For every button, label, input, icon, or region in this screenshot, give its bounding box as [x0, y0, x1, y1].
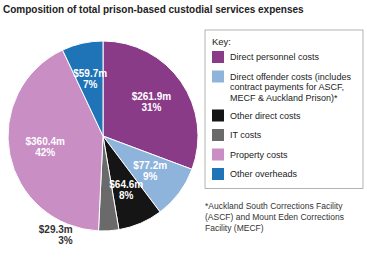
legend-label: IT costs	[230, 130, 262, 140]
legend-title: Key:	[212, 36, 231, 47]
percent-label: 9%	[143, 171, 158, 182]
legend-label: Other direct costs	[230, 111, 301, 121]
text-line: Other direct costs	[230, 111, 301, 121]
text-line: *Auckland South Corrections Facility	[205, 201, 343, 211]
percent-label: 31%	[141, 102, 161, 113]
legend-label: Direct offender costs (includescontract …	[230, 72, 351, 103]
slice	[63, 41, 103, 136]
text-line: Property costs	[230, 150, 288, 160]
legend-swatch	[212, 110, 224, 122]
legend-box	[205, 30, 363, 189]
text-line: Other overheads	[230, 169, 298, 179]
legend-label: Other overheads	[230, 169, 298, 179]
text-line: Direct offender costs (includes	[230, 72, 351, 82]
legend-swatch	[212, 129, 224, 141]
legend-swatch	[212, 168, 224, 180]
text-line: Facility (MECF)	[205, 223, 264, 233]
text-line: IT costs	[230, 130, 262, 140]
text-line: (ASCF) and Mount Eden Corrections	[205, 212, 344, 222]
footnote: *Auckland South Corrections Facility(ASC…	[205, 201, 344, 233]
chart: Composition of total prison-based custod…	[0, 0, 367, 262]
percent-label: 8%	[119, 190, 134, 201]
legend-label: Property costs	[230, 150, 288, 160]
percent-label: 7%	[83, 79, 98, 90]
pie: $261.9m31% $77.2m9%$64.6m8% $29.3m3% $360.4…	[8, 41, 198, 246]
value-label: $64.6m	[109, 179, 143, 190]
value-label: $261.9m	[132, 91, 172, 102]
legend-label: Direct personnel costs	[230, 52, 320, 62]
text-line: contract payments for ASCF,	[230, 82, 344, 92]
legend: Key: Direct personnel costs Direct offende…	[205, 30, 363, 189]
legend-swatch	[212, 51, 224, 63]
value-label: $29.3m	[39, 224, 73, 235]
legend-swatch	[212, 149, 224, 161]
value-label: $59.7m	[73, 68, 107, 79]
legend-swatch	[212, 71, 224, 83]
title: Composition of total prison-based custod…	[3, 4, 304, 15]
text-line: MECF & Auckland Prison)*	[230, 93, 338, 103]
value-label: $360.4m	[25, 136, 65, 147]
value-label: $77.2m	[133, 160, 167, 171]
percent-label: 3%	[58, 235, 73, 246]
percent-label: 42%	[35, 147, 55, 158]
text-line: Direct personnel costs	[230, 52, 320, 62]
